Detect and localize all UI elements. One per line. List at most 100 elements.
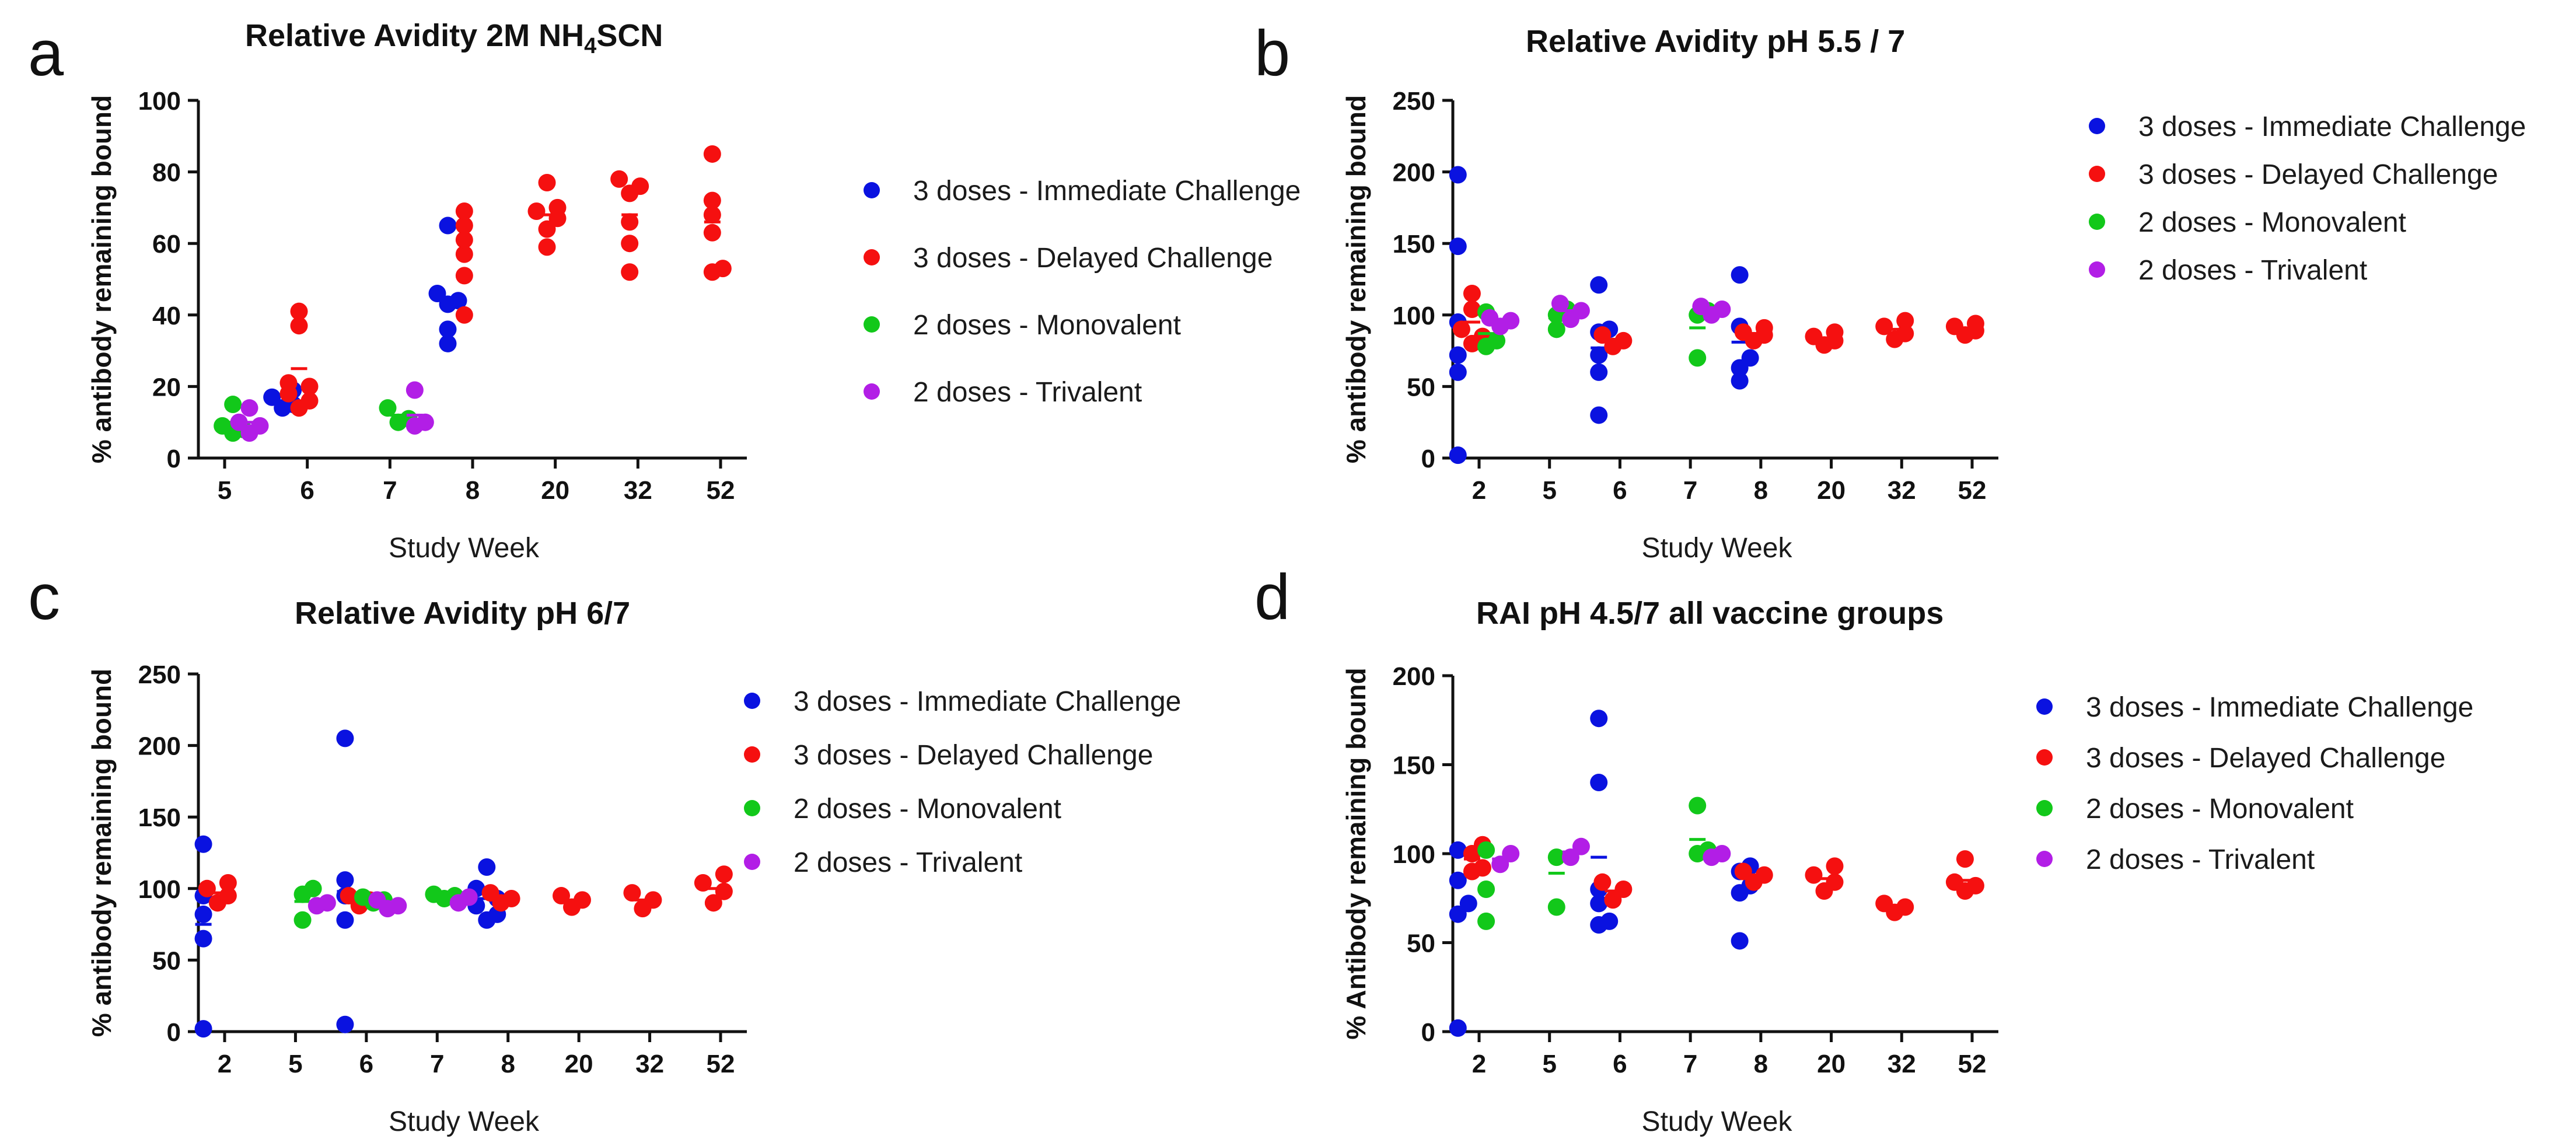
data-point	[621, 263, 639, 281]
y-tick-label: 200	[1393, 159, 1435, 187]
data-point	[574, 891, 591, 909]
x-tick-label: 32	[1888, 476, 1916, 505]
data-point	[336, 1015, 354, 1033]
x-axis-label: Study Week	[1642, 533, 1793, 564]
chart-title-a: Relative Avidity 2M NH4SCN	[245, 18, 663, 58]
legend-marker	[2036, 749, 2053, 766]
data-point	[1449, 871, 1467, 889]
panel-letter-b: b	[1254, 18, 1291, 89]
legend-label: 3 doses - Delayed Challenge	[794, 740, 1154, 771]
y-tick-label: 150	[1393, 752, 1435, 780]
y-tick-label: 150	[1393, 230, 1435, 258]
data-point	[478, 858, 496, 876]
data-point	[1713, 845, 1731, 862]
legend-label: 3 doses - Delayed Challenge	[2138, 159, 2498, 190]
legend-marker	[744, 746, 760, 763]
data-point	[194, 905, 212, 923]
data-point	[1488, 331, 1506, 350]
y-axis-label: % antibody remaining bound	[1341, 95, 1371, 463]
data-point	[1945, 317, 1963, 336]
legend-label: 2 doses - Monovalent	[2138, 207, 2406, 238]
chart-b: 0 50 100 150 200 250 2 5 6 7 8 20 32 52 Study Week % an…	[1341, 87, 1998, 564]
data-point	[263, 388, 281, 406]
chart-d: 0 50 100 150 200 2 5 6 7 8 20 32 52 Study Week % Antib…	[1341, 662, 1998, 1137]
y-tick-label: 50	[1407, 930, 1435, 958]
x-tick-label: 5	[1542, 476, 1556, 505]
y-tick-label: 0	[167, 445, 181, 473]
x-tick-label: 8	[501, 1050, 515, 1078]
data-point	[1896, 898, 1914, 916]
data-point	[300, 378, 319, 396]
y-axis-label: % antibody remaining bound	[86, 669, 117, 1037]
legend-label: 3 doses - Immediate Challenge	[2086, 692, 2474, 723]
y-tick-label: 0	[1421, 1018, 1435, 1047]
y-tick-label: 150	[138, 803, 181, 832]
x-tick-label: 52	[707, 476, 735, 505]
data-point	[1590, 363, 1608, 381]
y-tick-label: 100	[1393, 840, 1435, 869]
y-tick-label: 20	[152, 373, 181, 401]
x-tick-label: 5	[1542, 1050, 1556, 1078]
legend-marker	[864, 316, 880, 333]
data-point	[219, 887, 237, 905]
data-point	[1945, 873, 1963, 891]
data-point	[300, 392, 319, 410]
data-point	[240, 399, 258, 417]
legend-label: 2 doses - Trivalent	[2138, 255, 2368, 286]
x-tick-label: 20	[1817, 1050, 1846, 1078]
data-point	[406, 381, 424, 399]
data-point	[1689, 349, 1707, 367]
legend-marker	[744, 693, 760, 709]
legend-label: 2 doses - Trivalent	[2086, 844, 2315, 875]
data-point	[538, 173, 556, 191]
data-point	[1572, 302, 1590, 320]
legend-marker	[2089, 166, 2105, 182]
data-point	[1692, 298, 1710, 316]
x-tick-label: 2	[1472, 1050, 1486, 1078]
series-3-doses-immediate-challenge	[194, 729, 506, 1038]
legend-marker	[864, 182, 880, 198]
data-point	[251, 417, 269, 435]
y-tick-label: 60	[152, 230, 181, 258]
y-tick-label: 50	[1407, 373, 1435, 401]
data-point	[1452, 320, 1470, 338]
x-tick-label: 2	[218, 1050, 232, 1078]
legend-marker	[2089, 214, 2105, 230]
series-3-doses-immediate-challenge	[1449, 710, 1759, 1037]
legend-marker	[2036, 851, 2053, 867]
x-tick-label: 52	[1958, 1050, 1987, 1078]
y-tick-label: 250	[138, 661, 181, 689]
x-tick-label: 6	[1613, 476, 1627, 505]
data-point	[1896, 312, 1914, 330]
x-tick-label: 6	[300, 476, 314, 505]
legend-marker	[744, 800, 760, 816]
legend-label: 3 doses - Immediate Challenge	[794, 686, 1182, 717]
data-point	[336, 729, 354, 747]
data-point	[715, 865, 733, 883]
y-tick-label: 250	[1393, 87, 1435, 116]
x-tick-label: 5	[218, 476, 232, 505]
data-point	[1477, 912, 1495, 930]
y-tick-label: 200	[138, 732, 181, 761]
data-point	[621, 213, 639, 231]
data-point	[1590, 276, 1608, 294]
data-point	[304, 879, 322, 897]
data-point	[379, 399, 397, 417]
data-point	[1590, 346, 1608, 364]
data-point	[1741, 349, 1759, 367]
data-point	[194, 930, 212, 948]
legend-label: 3 doses - Delayed Challenge	[2086, 743, 2446, 774]
y-tick-label: 50	[152, 946, 181, 975]
chart-title-b: Relative Avidity pH 5.5 / 7	[1526, 24, 1906, 59]
data-point	[1473, 859, 1491, 877]
legend-label: 2 doses - Monovalent	[913, 310, 1181, 341]
legend-label: 3 doses - Immediate Challenge	[913, 176, 1301, 207]
data-point	[455, 231, 473, 249]
x-tick-label: 5	[288, 1050, 302, 1078]
panel-letter-c: c	[28, 561, 60, 633]
x-tick-label: 32	[1888, 1050, 1916, 1078]
series-3-doses-delayed-challenge	[198, 865, 733, 918]
y-tick-label: 200	[1393, 662, 1435, 691]
data-point	[194, 835, 212, 853]
y-tick-label: 40	[152, 302, 181, 330]
